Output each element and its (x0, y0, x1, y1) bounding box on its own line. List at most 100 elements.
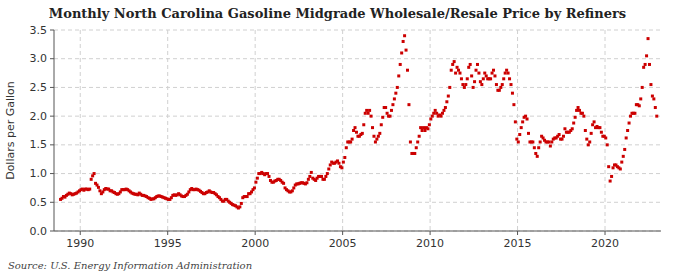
point (390, 109, 393, 112)
x-tick (255, 231, 256, 235)
x-tick (167, 231, 168, 235)
point (423, 129, 426, 132)
point (644, 63, 647, 66)
point (256, 177, 259, 180)
point (501, 83, 504, 86)
y-tick (50, 30, 54, 31)
point (458, 72, 461, 75)
point (416, 140, 419, 143)
point (428, 123, 431, 126)
point (98, 189, 101, 192)
grid-line (54, 30, 661, 31)
point (629, 115, 632, 118)
point (445, 100, 448, 103)
point (533, 146, 536, 149)
point (448, 86, 451, 89)
point (397, 74, 400, 77)
point (575, 109, 578, 112)
point (415, 146, 418, 149)
point (399, 63, 402, 66)
point (470, 74, 473, 77)
point (380, 123, 383, 126)
point (536, 155, 539, 158)
grid-line (54, 87, 661, 88)
point (426, 127, 429, 130)
point (342, 161, 345, 164)
grid (54, 30, 661, 231)
point (641, 86, 644, 89)
point (584, 129, 587, 132)
point (593, 120, 596, 123)
grid-line (54, 202, 661, 203)
point (590, 132, 593, 135)
point (620, 161, 623, 164)
y-tick (50, 116, 54, 117)
point (469, 63, 472, 66)
point (93, 172, 96, 175)
y-tick-label: 2.0 (30, 110, 48, 123)
point (588, 140, 591, 143)
point (600, 131, 603, 134)
point (453, 60, 456, 63)
point (508, 77, 511, 80)
point (561, 138, 564, 141)
point (434, 109, 437, 112)
point (531, 140, 534, 143)
point (509, 83, 512, 86)
point (88, 188, 91, 191)
point (381, 116, 384, 119)
point (524, 115, 527, 118)
point (440, 115, 443, 118)
point (327, 167, 330, 170)
point (457, 69, 460, 72)
point (534, 152, 537, 155)
point (405, 49, 408, 52)
grid-line (54, 173, 661, 174)
point (612, 166, 615, 169)
point (625, 136, 628, 139)
point (563, 127, 566, 130)
point (323, 178, 326, 181)
point (421, 129, 424, 132)
point (384, 106, 387, 109)
point (502, 77, 505, 80)
point (639, 97, 642, 100)
point (362, 123, 365, 126)
point (90, 178, 93, 181)
point (447, 95, 450, 98)
point (571, 127, 574, 130)
point (292, 186, 295, 189)
y-tick-label: 1.5 (30, 138, 48, 151)
point (393, 97, 396, 100)
point (435, 112, 438, 115)
grid-line (430, 30, 431, 231)
point (432, 112, 435, 115)
point (472, 86, 475, 89)
point (441, 112, 444, 115)
x-tick (80, 231, 81, 235)
x-tick-label: 2005 (329, 237, 357, 250)
point (489, 77, 492, 80)
point (517, 140, 520, 143)
chart: 0.00.51.01.52.02.53.03.51990199520002005… (0, 0, 675, 275)
x-tick (430, 231, 431, 235)
point (475, 69, 478, 72)
point (491, 72, 494, 75)
point (361, 132, 364, 135)
point (268, 175, 271, 178)
point (585, 138, 588, 141)
point (626, 129, 629, 132)
point (282, 182, 285, 185)
point (409, 140, 412, 143)
point (515, 138, 518, 141)
point (539, 140, 542, 143)
point (622, 155, 625, 158)
point (473, 80, 476, 83)
point (355, 131, 358, 134)
point (320, 175, 323, 178)
point (461, 83, 464, 86)
point (549, 145, 552, 148)
point (386, 112, 389, 115)
point (651, 95, 654, 98)
point (400, 51, 403, 54)
